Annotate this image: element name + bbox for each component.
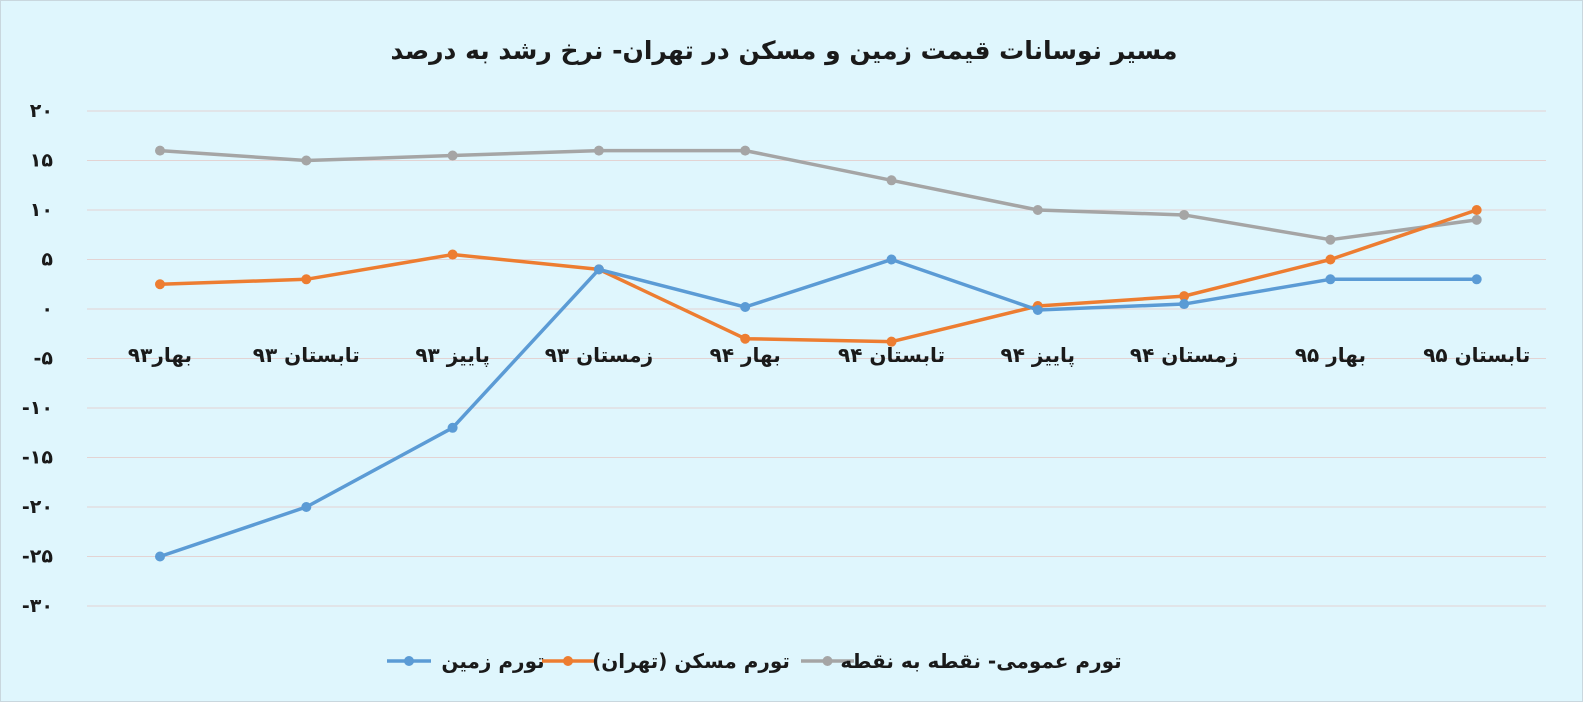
x-tick-label: تابستان ۹۳ <box>253 343 360 367</box>
x-tick-label: بهار ۹۵ <box>1295 343 1366 367</box>
x-axis-ticks: بهار۹۳ تابستان ۹۳ پاییز ۹۳ زمستان ۹۳ بهار ۹۴… <box>128 343 1530 368</box>
y-tick-label: -۲۵ <box>22 546 53 568</box>
data-point <box>301 274 312 285</box>
legend-swatch-marker <box>822 656 833 666</box>
data-point <box>301 502 312 512</box>
y-tick-label: -۱۰ <box>22 397 53 419</box>
x-tick-label: بهار ۹۴ <box>710 343 781 367</box>
series-lines <box>155 145 1482 562</box>
x-tick-label: بهار۹۳ <box>128 343 192 367</box>
data-point <box>155 279 165 290</box>
data-point <box>593 264 604 275</box>
data-point <box>1032 205 1043 215</box>
data-point <box>593 145 604 156</box>
data-point <box>155 145 165 156</box>
chart-title: مسیر نوسانات قیمت زمین و مسکن در تهران- … <box>391 36 1178 66</box>
x-tick-label: پاییز ۹۴ <box>1001 343 1076 368</box>
series <box>155 205 1482 347</box>
legend: تورم زمین تورم مسکن (تهران) تورم عمومی- نق… <box>387 649 1122 673</box>
data-point <box>447 150 458 161</box>
legend-item: تورم مسکن (تهران) <box>542 649 790 673</box>
legend-label: تورم زمین <box>441 649 544 673</box>
legend-item: تورم زمین <box>387 649 545 673</box>
y-tick-label: -۵ <box>34 348 54 370</box>
data-point <box>1179 209 1190 220</box>
data-point <box>740 302 751 313</box>
series-line <box>158 257 1479 559</box>
data-point <box>447 249 458 260</box>
series-line <box>158 208 1479 344</box>
x-tick-label: پاییز ۹۳ <box>415 343 490 368</box>
data-point <box>740 145 751 156</box>
legend-swatch-marker <box>563 656 573 666</box>
data-point <box>1325 254 1336 265</box>
x-tick-label: زمستان ۹۴ <box>1130 343 1238 367</box>
y-tick-label: ۵ <box>41 249 53 271</box>
data-point <box>1471 214 1482 225</box>
x-tick-label: تابستان ۹۵ <box>1423 343 1530 367</box>
data-point <box>1032 304 1043 315</box>
legend-swatch-marker <box>404 656 414 666</box>
data-point <box>886 336 897 347</box>
data-point <box>1179 299 1190 310</box>
data-point <box>886 175 897 186</box>
y-tick-label: ۲۰ <box>30 100 53 122</box>
y-axis-ticks: ۲۰ ۱۵ ۱۰ ۵ ۰ -۵ -۱۰ -۱۵ -۲۰ -۲۵ -۳۰ <box>22 100 53 617</box>
y-tick-label: -۲۰ <box>22 496 53 518</box>
legend-label: تورم مسکن (تهران) <box>592 649 790 673</box>
y-tick-label: ۱۵ <box>30 150 54 172</box>
data-point <box>1471 205 1482 215</box>
legend-label: تورم عمومی- نقطه به نقطه <box>840 649 1121 673</box>
series-line <box>158 148 1479 242</box>
series <box>155 254 1482 562</box>
legend-item: تورم عمومی- نقطه به نقطه <box>801 649 1122 673</box>
x-tick-label: زمستان ۹۳ <box>545 343 653 367</box>
data-point <box>1471 274 1482 285</box>
data-point <box>740 333 751 344</box>
data-point <box>1179 291 1190 302</box>
series <box>155 145 1482 245</box>
y-tick-label: -۱۵ <box>22 447 53 469</box>
data-point <box>1325 274 1336 285</box>
data-point <box>155 551 165 562</box>
y-tick-label: ۱۰ <box>30 199 53 221</box>
data-point <box>1325 234 1336 245</box>
data-point <box>447 422 458 433</box>
data-point <box>886 254 897 265</box>
x-tick-label: تابستان ۹۴ <box>838 343 945 367</box>
y-tick-label: -۳۰ <box>22 595 53 617</box>
y-tick-label: ۰ <box>41 298 53 320</box>
data-point <box>301 155 312 166</box>
